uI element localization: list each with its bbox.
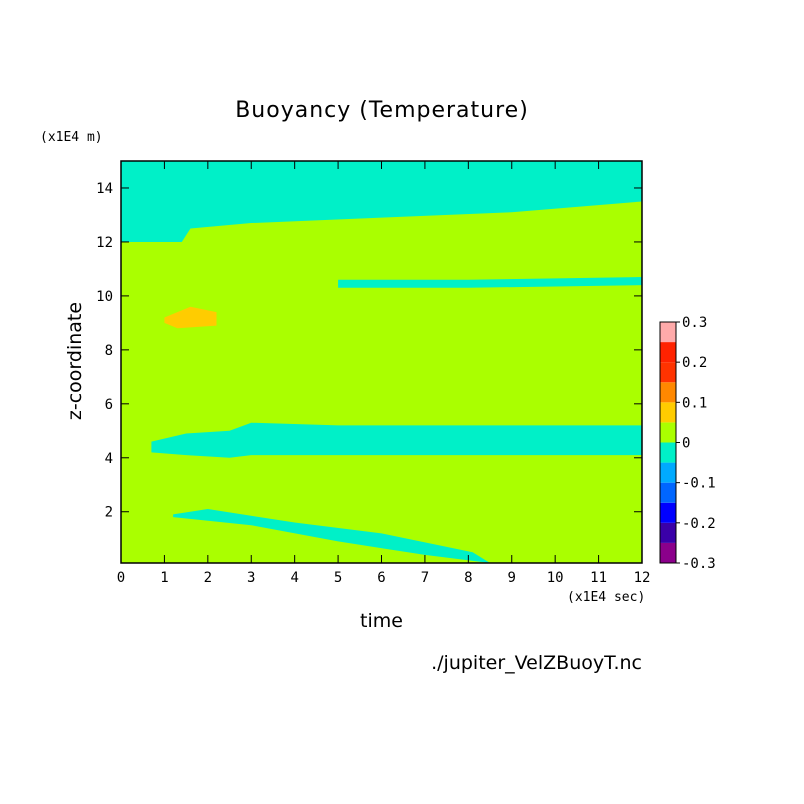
- y-axis-label: z-coordinate: [64, 301, 86, 421]
- y-axis-unit: (x1E4 m): [40, 130, 103, 145]
- x-tick-label: 2: [204, 570, 212, 586]
- x-tick-label: 5: [334, 570, 342, 586]
- colorbar-label: -0.1: [682, 476, 716, 492]
- x-axis-label: time: [360, 610, 403, 632]
- x-tick-label: 6: [377, 570, 385, 586]
- colorbar-swatch: [660, 462, 676, 483]
- x-tick-label: 10: [547, 570, 564, 586]
- colorbar-label: 0.3: [682, 315, 707, 331]
- source-file-label: ./jupiter_VelZBuoyT.nc: [431, 652, 642, 674]
- y-tick-label: 2: [105, 505, 113, 521]
- plot-background: [121, 161, 642, 563]
- y-tick-label: 6: [105, 397, 113, 413]
- x-axis-unit: (x1E4 sec): [567, 590, 646, 605]
- colorbar-swatch: [660, 482, 676, 503]
- x-tick-label: 8: [464, 570, 472, 586]
- region-3: [173, 509, 491, 563]
- x-tick-label: 4: [290, 570, 298, 586]
- chart-title: Buoyancy (Temperature): [235, 98, 529, 123]
- colorbar-swatch: [660, 342, 676, 363]
- colorbar-swatch: [660, 382, 676, 403]
- y-tick-label: 8: [105, 343, 113, 359]
- x-tick-label: 7: [421, 570, 429, 586]
- colorbar-swatch: [660, 422, 676, 443]
- colorbar-swatch: [660, 322, 676, 343]
- region-4: [164, 306, 217, 329]
- colorbar-label: 0.2: [682, 355, 707, 371]
- y-tick-label: 14: [96, 181, 113, 197]
- x-tick-label: 9: [508, 570, 516, 586]
- region-1: [338, 277, 642, 288]
- colorbar-swatch: [660, 522, 676, 543]
- x-tick-label: 11: [590, 570, 607, 586]
- colorbar-label: 0: [682, 436, 690, 452]
- colorbar-label: -0.2: [682, 516, 716, 532]
- colorbar-label: -0.3: [682, 556, 716, 572]
- colorbar-swatch: [660, 402, 676, 423]
- colorbar-label: 0.1: [682, 395, 707, 411]
- y-tick-label: 12: [96, 235, 113, 251]
- region-0: [121, 161, 642, 242]
- y-tick-label: 4: [105, 451, 113, 467]
- x-tick-label: 12: [634, 570, 651, 586]
- colorbar-swatch: [660, 362, 676, 383]
- colorbar-swatch: [660, 442, 676, 463]
- colorbar-swatch: [660, 542, 676, 563]
- y-tick-label: 10: [96, 289, 113, 305]
- x-tick-label: 1: [160, 570, 168, 586]
- region-2: [151, 422, 642, 458]
- x-tick-label: 0: [117, 570, 125, 586]
- x-tick-label: 3: [247, 570, 255, 586]
- colorbar-swatch: [660, 502, 676, 523]
